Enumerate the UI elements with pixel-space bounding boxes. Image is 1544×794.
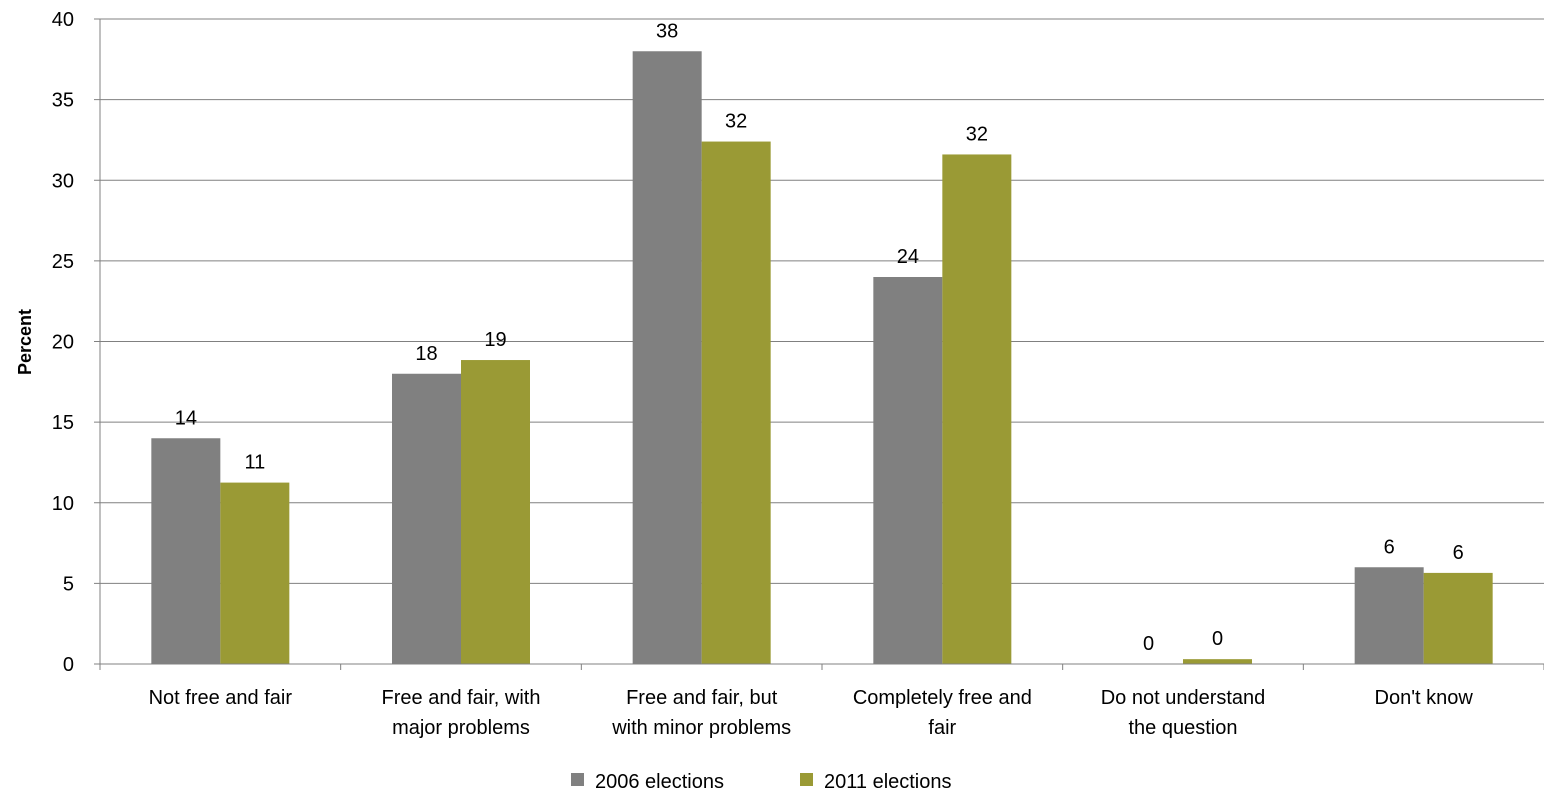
x-category-label: Free and fair, but — [626, 687, 778, 709]
y-tick-label: 0 — [63, 654, 74, 676]
bar-series-2 — [1423, 572, 1493, 664]
legend-swatch — [800, 773, 813, 786]
legend-swatch — [571, 773, 584, 786]
data-label: 19 — [484, 329, 506, 351]
data-label: 11 — [244, 452, 265, 474]
data-label: 32 — [725, 111, 747, 133]
x-category-label: Don't know — [1375, 687, 1474, 709]
x-category-label: Do not understand — [1101, 687, 1266, 709]
y-tick-label: 40 — [52, 9, 74, 31]
legend-label: 2006 elections — [595, 771, 724, 793]
bar-series-1 — [151, 438, 221, 664]
legend: 2006 elections 2011 elections — [571, 771, 952, 793]
bar-series-2 — [1183, 659, 1252, 664]
x-category-label: Completely free and — [853, 687, 1032, 709]
data-label: 38 — [656, 20, 678, 42]
data-label: 0 — [1212, 628, 1223, 650]
x-category-label: Free and fair, with — [382, 687, 541, 709]
y-axis-title: Percent — [15, 309, 35, 375]
y-tick-label: 25 — [52, 251, 74, 273]
x-category-label: major problems — [392, 717, 530, 739]
y-tick-label: 20 — [52, 332, 74, 354]
bar-series-1 — [632, 51, 702, 664]
x-category-label: with minor problems — [611, 717, 791, 739]
data-label: 32 — [966, 123, 988, 145]
data-label: 6 — [1453, 542, 1464, 564]
bar-series-2 — [942, 154, 1012, 664]
y-tick-label: 35 — [52, 90, 74, 112]
data-label: 18 — [415, 343, 437, 365]
bar-series-2 — [220, 482, 290, 664]
data-label: 0 — [1143, 633, 1154, 655]
bar-series-1 — [392, 373, 461, 664]
bar-series-2 — [461, 360, 530, 664]
y-tick-label: 5 — [63, 573, 74, 595]
axes — [99, 19, 1544, 670]
bar-series-1 — [873, 277, 943, 664]
y-tick-label: 30 — [52, 170, 74, 192]
y-tick-label: 10 — [52, 493, 74, 515]
data-label: 14 — [175, 407, 197, 429]
x-category-label: fair — [928, 717, 956, 739]
x-axis-categories: Not free and fair Free and fair, with majo… — [149, 687, 1474, 739]
bar-series-1 — [1354, 567, 1424, 664]
x-category-label: the question — [1129, 717, 1238, 739]
y-tick-label: 15 — [52, 412, 74, 434]
y-axis-ticks: 0 5 10 15 20 25 30 35 40 — [52, 9, 100, 676]
data-labels: 14 18 38 24 0 6 11 19 32 32 0 6 — [175, 20, 1464, 655]
gridlines — [100, 18, 1544, 584]
legend-label: 2011 elections — [824, 771, 952, 793]
data-label: 6 — [1384, 536, 1395, 558]
data-label: 24 — [897, 246, 919, 268]
x-category-label: Not free and fair — [149, 687, 293, 709]
bar-series-2 — [701, 141, 771, 665]
bars — [151, 51, 1493, 665]
